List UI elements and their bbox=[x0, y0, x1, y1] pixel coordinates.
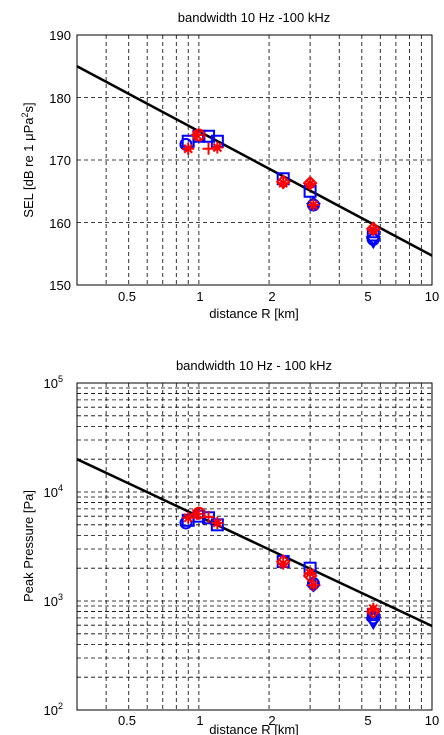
top-xtick-label: 10 bbox=[425, 289, 439, 304]
bot-marker-star bbox=[304, 567, 317, 580]
top-marker-diamond bbox=[275, 174, 291, 190]
bottom-ytick-base: 10 bbox=[44, 376, 58, 391]
top-ytick-label: 190 bbox=[49, 28, 71, 43]
bot-marker-star bbox=[182, 511, 195, 524]
bot-marker-star bbox=[277, 557, 290, 570]
bot-marker-star bbox=[307, 579, 320, 592]
top-marker-star bbox=[277, 177, 290, 190]
bot-marker-star bbox=[190, 507, 203, 520]
bottom-xtick-label: 2 bbox=[268, 713, 275, 728]
bottom-ytick-base: 10 bbox=[44, 703, 58, 718]
bot-marker-star bbox=[367, 602, 380, 615]
bottom-ytick-exp: 2 bbox=[58, 701, 63, 711]
top-marker-star bbox=[211, 141, 224, 154]
bottom-xtick-label: 5 bbox=[364, 713, 371, 728]
bottom-xaxis-label: distance R [km] bbox=[209, 722, 299, 735]
top-xtick-label: 0.5 bbox=[118, 289, 136, 304]
bottom-ytick-exp: 4 bbox=[58, 483, 63, 493]
top-marker-star bbox=[182, 142, 195, 155]
bottom-chart: bandwidth 10 Hz - 100 kHz 0.5 1 2 5 10 1… bbox=[21, 358, 439, 735]
bottom-ytick-label: 104 bbox=[44, 483, 63, 500]
top-marker-triangle-down bbox=[365, 236, 382, 250]
top-xticks: 0.5 1 2 5 10 bbox=[118, 289, 439, 304]
bottom-ytick-base: 10 bbox=[44, 594, 58, 609]
top-xaxis-label: distance R [km] bbox=[209, 306, 299, 321]
bottom-yaxis-label: Peak Pressure [Pa] bbox=[21, 490, 36, 602]
bottom-grid bbox=[77, 383, 432, 710]
top-yaxis-label-sup: 2 bbox=[20, 112, 30, 117]
bottom-xtick-label: 0.5 bbox=[118, 713, 136, 728]
bottom-plot-frame bbox=[76, 382, 433, 711]
top-marker-plus bbox=[202, 142, 215, 155]
top-marker-diamond bbox=[302, 175, 318, 191]
bottom-xtick-label: 10 bbox=[425, 713, 439, 728]
top-marker-star bbox=[367, 224, 380, 236]
top-yticks: 150 160 170 180 190 bbox=[49, 28, 71, 293]
bot-marker-diamond bbox=[275, 554, 291, 569]
top-xtick-label: 5 bbox=[364, 289, 371, 304]
bottom-ytick-exp: 3 bbox=[58, 592, 63, 602]
bot-marker-diamond bbox=[365, 604, 381, 619]
bottom-markers bbox=[179, 506, 382, 631]
top-markers bbox=[179, 128, 382, 250]
bottom-ytick-label: 102 bbox=[44, 701, 63, 718]
top-yaxis-label: SEL [dB re 1 μPa2s] bbox=[20, 102, 36, 217]
bot-fit-line bbox=[76, 458, 433, 628]
top-yaxis-label-end: s] bbox=[21, 102, 36, 112]
top-xtick-label: 2 bbox=[268, 289, 275, 304]
top-marker-star bbox=[190, 129, 203, 141]
top-marker-circle bbox=[192, 128, 206, 142]
bottom-ytick-exp: 5 bbox=[58, 374, 63, 384]
bottom-ytick-base: 10 bbox=[44, 485, 58, 500]
bottom-fit-line-group bbox=[76, 458, 433, 628]
bot-marker-star bbox=[211, 516, 224, 529]
top-ytick-label: 160 bbox=[49, 216, 71, 231]
bottom-yticks: 102 103 104 105 bbox=[44, 374, 63, 718]
top-marker-diamond bbox=[365, 221, 381, 237]
top-chart: bandwidth 10 Hz -100 kHz 0.5 1 2 5 10 15… bbox=[20, 10, 439, 321]
bot-marker-plus bbox=[202, 510, 215, 523]
bottom-ytick-label: 103 bbox=[44, 592, 63, 609]
top-marker-diamond bbox=[365, 230, 381, 246]
top-chart-title: bandwidth 10 Hz -100 kHz bbox=[178, 10, 330, 25]
bot-marker-diamond bbox=[302, 568, 318, 584]
top-ytick-label: 150 bbox=[49, 278, 71, 293]
top-marker-star bbox=[307, 199, 320, 211]
bottom-chart-title: bandwidth 10 Hz - 100 kHz bbox=[176, 358, 332, 373]
top-plot-frame bbox=[76, 34, 433, 286]
top-xtick-label: 1 bbox=[196, 289, 203, 304]
bottom-ytick-label: 105 bbox=[44, 374, 63, 391]
top-yaxis-label-main: SEL [dB re 1 μPa bbox=[21, 117, 36, 218]
bottom-xticks: 0.5 1 2 5 10 bbox=[118, 713, 439, 728]
top-ytick-label: 170 bbox=[49, 153, 71, 168]
top-marker-star bbox=[304, 177, 317, 190]
bot-marker-circle bbox=[192, 506, 206, 520]
bottom-xtick-label: 1 bbox=[196, 713, 203, 728]
top-ytick-label: 180 bbox=[49, 91, 71, 106]
